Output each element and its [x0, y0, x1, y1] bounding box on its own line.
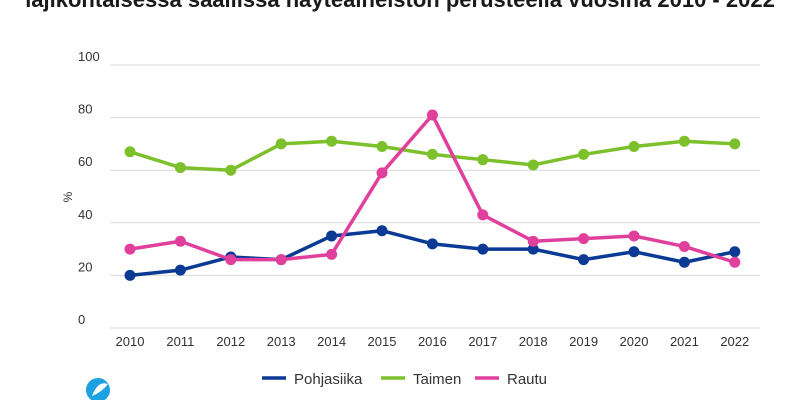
data-point: [426, 148, 438, 160]
data-point: [678, 256, 690, 268]
data-point: [225, 164, 237, 176]
x-tick-label: 2012: [216, 334, 245, 349]
data-point: [174, 235, 186, 247]
data-point: [124, 269, 136, 281]
y-tick-label: 0: [78, 312, 85, 327]
y-tick-label: 60: [78, 154, 92, 169]
y-tick-label: 20: [78, 259, 92, 274]
data-point: [527, 243, 539, 255]
x-tick-label: 2022: [720, 334, 749, 349]
data-point: [225, 254, 237, 266]
data-point: [376, 225, 388, 237]
data-point: [729, 256, 741, 268]
logo-icon: [86, 378, 110, 400]
series-taimen: [124, 135, 741, 176]
data-point: [477, 243, 489, 255]
data-point: [678, 135, 690, 147]
data-point: [326, 248, 338, 260]
y-tick-label: 80: [78, 102, 92, 117]
data-point: [124, 243, 136, 255]
y-axis-label: %: [61, 191, 75, 202]
data-point: [426, 109, 438, 121]
x-tick-label: 2013: [267, 334, 296, 349]
x-tick-label: 2011: [166, 334, 194, 349]
data-point: [326, 135, 338, 147]
x-tick-label: 2018: [519, 334, 548, 349]
legend-label: Pohjasiika: [294, 371, 363, 388]
data-point: [628, 246, 640, 258]
data-point: [376, 167, 388, 179]
data-point: [578, 254, 590, 266]
legend: Pohjasiika Taimen Rautu: [262, 371, 547, 388]
data-point: [174, 162, 186, 174]
legend-label: Taimen: [413, 371, 461, 388]
data-point: [628, 141, 640, 153]
data-point: [678, 240, 690, 252]
x-tick-label: 2014: [317, 334, 346, 349]
series-group: [124, 109, 741, 281]
x-tick-label: 2019: [569, 334, 598, 349]
data-point: [275, 138, 287, 150]
x-tick-label: 2015: [368, 334, 397, 349]
legend-label: Rautu: [507, 371, 547, 388]
data-point: [174, 264, 186, 276]
data-point: [477, 154, 489, 166]
x-tick-label: 2020: [620, 334, 649, 349]
chart-title: lajikohtaisessa saaliissa näyteaineiston…: [0, 0, 800, 13]
data-point: [376, 141, 388, 153]
series-rautu: [124, 109, 741, 268]
x-tick-label: 2017: [468, 334, 497, 349]
data-point: [477, 209, 489, 221]
data-point: [578, 233, 590, 245]
x-axis: 2010 2011 2012 2013 2014 2015 2016 2017 2018 2019…: [116, 334, 750, 349]
x-tick-label: 2010: [116, 334, 145, 349]
data-point: [426, 238, 438, 250]
data-point: [628, 230, 640, 242]
data-point: [729, 246, 741, 258]
data-point: [527, 159, 539, 171]
data-point: [326, 230, 338, 242]
x-tick-label: 2016: [418, 334, 447, 349]
grid-lines: [110, 64, 760, 329]
y-tick-label: 100: [78, 49, 100, 64]
data-point: [578, 148, 590, 160]
x-tick-label: 2021: [670, 334, 699, 349]
y-tick-label: 40: [78, 207, 92, 222]
data-point: [275, 254, 287, 266]
data-point: [124, 146, 136, 158]
data-point: [729, 138, 741, 150]
y-axis: 0 20 40 60 80 100%: [61, 49, 100, 327]
data-point: [527, 235, 539, 247]
